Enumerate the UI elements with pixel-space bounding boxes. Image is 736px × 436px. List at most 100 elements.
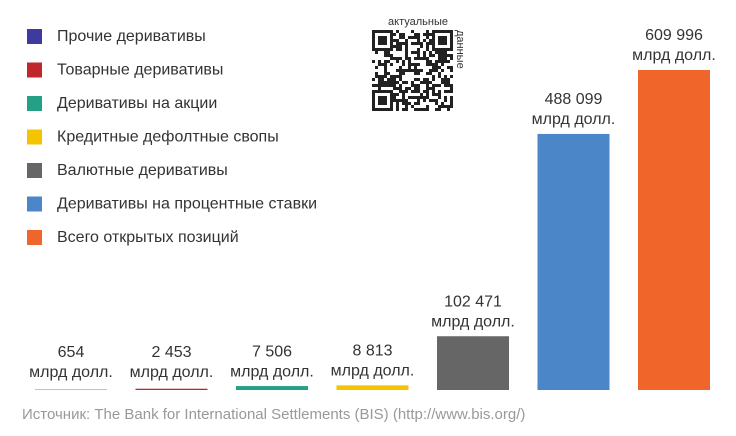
qr-cell	[375, 84, 378, 87]
qr-cell	[372, 33, 375, 36]
qr-code	[372, 30, 453, 111]
qr-cell	[450, 96, 453, 99]
qr-cell	[420, 69, 423, 72]
qr-cell	[411, 42, 414, 45]
qr-cell	[402, 81, 405, 84]
qr-cell	[384, 102, 387, 105]
qr-cell	[417, 72, 420, 75]
qr-cell	[405, 69, 408, 72]
qr-cell	[441, 42, 444, 45]
qr-cell	[423, 81, 426, 84]
value-label: 8 813	[352, 343, 392, 360]
qr-label: данные	[454, 30, 466, 69]
qr-cell	[435, 102, 438, 105]
qr-cell	[417, 96, 420, 99]
qr-cell	[438, 36, 441, 39]
qr-cell	[384, 36, 387, 39]
qr-cell	[441, 60, 444, 63]
value-label: 102 471	[444, 293, 502, 310]
qr-cell	[390, 33, 393, 36]
qr-cell	[399, 57, 402, 60]
qr-cell	[405, 51, 408, 54]
qr-cell	[417, 108, 420, 111]
qr-cell	[381, 108, 384, 111]
qr-cell	[384, 48, 387, 51]
qr-cell	[387, 51, 390, 54]
qr-cell	[417, 54, 420, 57]
qr-cell	[399, 42, 402, 45]
qr-cell	[420, 96, 423, 99]
qr-cell	[417, 102, 420, 105]
legend-label: Валютные деривативы	[57, 162, 228, 179]
qr-cell	[402, 96, 405, 99]
qr-cell	[405, 102, 408, 105]
qr-cell	[381, 48, 384, 51]
qr-cell	[444, 75, 447, 78]
qr-cell	[429, 72, 432, 75]
qr-cell	[426, 108, 429, 111]
qr-cell	[435, 84, 438, 87]
qr-cell	[411, 90, 414, 93]
qr-cell	[384, 108, 387, 111]
qr-cell	[441, 48, 444, 51]
qr-cell	[444, 51, 447, 54]
qr-cell	[444, 84, 447, 87]
qr-cell	[387, 78, 390, 81]
qr-cell	[384, 51, 387, 54]
qr-cell	[393, 87, 396, 90]
qr-cell	[423, 51, 426, 54]
qr-cell	[429, 42, 432, 45]
qr-cell	[429, 51, 432, 54]
qr-cell	[447, 84, 450, 87]
qr-cell	[393, 33, 396, 36]
qr-cell	[426, 36, 429, 39]
qr-cell	[441, 51, 444, 54]
qr-cell	[378, 102, 381, 105]
qr-cell	[432, 63, 435, 66]
qr-cell	[411, 51, 414, 54]
qr-cell	[375, 66, 378, 69]
qr-cell	[399, 33, 402, 36]
qr-cell	[414, 36, 417, 39]
qr-cell	[417, 84, 420, 87]
qr-cell	[408, 87, 411, 90]
qr-cell	[438, 84, 441, 87]
qr-cell	[429, 99, 432, 102]
qr-cell	[432, 75, 435, 78]
qr-cell	[417, 42, 420, 45]
qr-cell	[390, 57, 393, 60]
qr-cell	[438, 51, 441, 54]
qr-cell	[390, 78, 393, 81]
qr-cell	[375, 30, 378, 33]
qr-cell	[381, 99, 384, 102]
legend-swatch	[27, 230, 42, 245]
qr-cell	[387, 48, 390, 51]
qr-cell	[432, 30, 435, 33]
qr-cell	[384, 90, 387, 93]
value-label: 488 099	[545, 91, 603, 108]
qr-cell	[396, 108, 399, 111]
qr-cell	[405, 42, 408, 45]
value-unit: млрд долл.	[331, 363, 415, 380]
qr-cell	[381, 63, 384, 66]
qr-cell	[435, 108, 438, 111]
qr-cell	[405, 99, 408, 102]
qr-cell	[390, 39, 393, 42]
qr-cell	[414, 72, 417, 75]
qr-cell	[399, 99, 402, 102]
qr-cell	[447, 108, 450, 111]
bar	[236, 386, 308, 390]
qr-cell	[378, 63, 381, 66]
qr-cell	[396, 57, 399, 60]
qr-cell	[438, 48, 441, 51]
value-label: 609 996	[645, 27, 703, 44]
qr-cell	[432, 39, 435, 42]
qr-cell	[429, 54, 432, 57]
qr-cell	[414, 57, 417, 60]
legend-label: Товарные деривативы	[57, 62, 223, 79]
qr-cell	[381, 42, 384, 45]
qr-cell	[411, 69, 414, 72]
qr-cell	[450, 90, 453, 93]
qr-cell	[426, 60, 429, 63]
qr-cell	[390, 48, 393, 51]
